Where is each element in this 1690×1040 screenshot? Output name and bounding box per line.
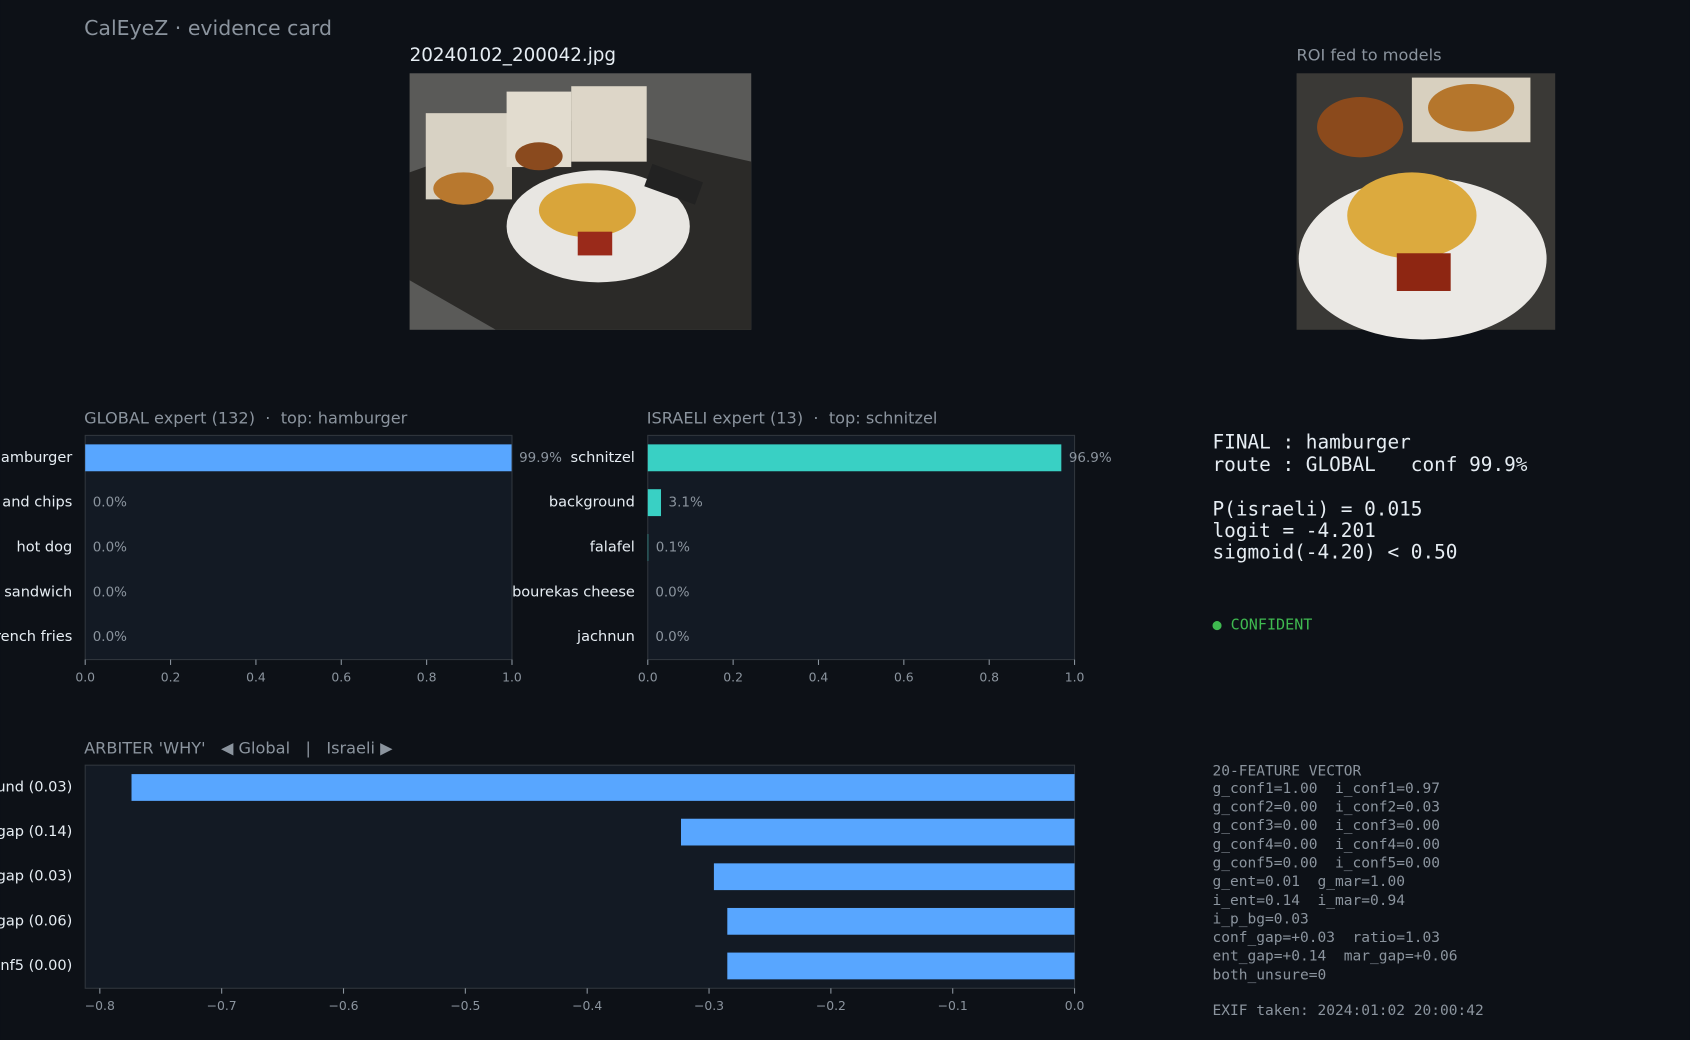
route-label: route : GLOBAL conf 99.9% xyxy=(1213,453,1528,476)
value-label: 0.0% xyxy=(655,584,689,600)
x-tick-label: 0.2 xyxy=(723,669,743,684)
y-tick-label: fish and chips xyxy=(0,495,72,511)
y-tick-label: onf5 (0.00) xyxy=(0,958,72,974)
x-tick-label: −0.7 xyxy=(207,998,237,1013)
feature-line: g_conf4=0.00 i_conf4=0.00 xyxy=(1213,837,1440,853)
chart-title: GLOBAL expert (132) · top: hamburger xyxy=(84,409,408,428)
y-tick-label: falafel xyxy=(590,539,635,555)
bar xyxy=(85,444,512,472)
bar xyxy=(713,863,1075,891)
value-label: 0.0% xyxy=(93,495,127,511)
plot-area xyxy=(647,434,1076,661)
main-photo xyxy=(409,73,752,330)
value-label: 96.9% xyxy=(1069,450,1112,466)
image-caption: 20240102_200042.jpg xyxy=(410,45,616,66)
feature-line: g_conf3=0.00 i_conf3=0.00 xyxy=(1213,818,1440,834)
final-label: FINAL : hamburger xyxy=(1213,430,1411,453)
bar xyxy=(727,907,1075,935)
x-tick-label: −0.2 xyxy=(816,998,846,1013)
x-tick-label: 0.8 xyxy=(417,669,437,684)
exif-label: EXIF taken: 2024:01:02 20:00:42 xyxy=(1213,1003,1484,1019)
page-title: CalEyeZ · evidence card xyxy=(84,16,332,40)
x-tick-label: −0.4 xyxy=(572,998,602,1013)
x-tick-label: 1.0 xyxy=(502,669,522,684)
x-tick-label: 0.2 xyxy=(161,669,181,684)
y-tick-label: background xyxy=(549,495,635,511)
x-tick-label: 0.6 xyxy=(331,669,351,684)
value-label: 99.9% xyxy=(519,450,562,466)
feature-line: i_p_bg=0.03 xyxy=(1213,911,1309,927)
x-tick-label: −0.8 xyxy=(85,998,115,1013)
bar xyxy=(681,818,1075,846)
feature-line: g_conf2=0.00 i_conf2=0.03 xyxy=(1213,800,1440,816)
x-tick-label: 0.0 xyxy=(638,669,658,684)
chart-title: ISRAELI expert (13) · top: schnitzel xyxy=(647,409,938,428)
feature-line: ent_gap=+0.14 mar_gap=+0.06 xyxy=(1213,949,1458,965)
y-tick-label: gap (0.03) xyxy=(0,869,72,885)
x-tick-label: −0.5 xyxy=(450,998,480,1013)
y-tick-label: hot dog xyxy=(17,539,73,555)
x-tick-label: 0.6 xyxy=(894,669,914,684)
feature-line: conf_gap=+0.03 ratio=1.03 xyxy=(1213,930,1440,946)
bar xyxy=(647,489,662,517)
x-tick-label: −0.6 xyxy=(328,998,358,1013)
plot-area xyxy=(84,434,513,661)
feature-line: g_ent=0.01 g_mar=1.00 xyxy=(1213,874,1405,890)
value-label: 0.0% xyxy=(655,629,689,645)
y-tick-label: schnitzel xyxy=(571,450,635,466)
y-tick-label: hamburger xyxy=(0,450,72,466)
value-label: 0.0% xyxy=(93,584,127,600)
feature-title: 20-FEATURE VECTOR xyxy=(1213,764,1362,780)
probability-label: P(israeli) = 0.015 xyxy=(1213,497,1423,520)
x-tick-label: 0.0 xyxy=(1065,998,1085,1013)
feature-line: i_ent=0.14 i_mar=0.94 xyxy=(1213,893,1406,909)
value-label: 3.1% xyxy=(669,495,703,511)
y-tick-label: bourekas cheese xyxy=(512,584,635,600)
chart-title: ARBITER 'WHY' ◀ Global | Israeli ▶ xyxy=(84,739,393,758)
y-tick-label: jachnun xyxy=(576,629,635,645)
x-tick-label: 0.8 xyxy=(979,669,999,684)
y-tick-label: sandwich xyxy=(4,584,72,600)
roi-caption: ROI fed to models xyxy=(1297,46,1442,65)
feature-line: both_unsure=0 xyxy=(1213,967,1327,983)
x-tick-label: −0.3 xyxy=(694,998,724,1013)
value-label: 0.0% xyxy=(93,539,127,555)
y-tick-label: gap (0.06) xyxy=(0,913,72,929)
value-label: 0.1% xyxy=(656,539,690,555)
feature-line: g_conf1=1.00 i_conf1=0.97 xyxy=(1213,781,1440,797)
x-tick-label: 0.4 xyxy=(246,669,266,684)
x-tick-label: 0.4 xyxy=(809,669,829,684)
roi-photo xyxy=(1296,73,1556,340)
bar xyxy=(131,774,1075,801)
value-label: 0.0% xyxy=(93,629,127,645)
y-tick-label: ound (0.03) xyxy=(0,779,72,795)
x-tick-label: 0.0 xyxy=(75,669,95,684)
status-label: ● CONFIDENT xyxy=(1213,616,1313,634)
logit-label: logit = -4.201 xyxy=(1213,519,1376,542)
y-tick-label: gap (0.14) xyxy=(0,824,72,840)
feature-line: g_conf5=0.00 i_conf5=0.00 xyxy=(1213,855,1440,871)
y-tick-label: french fries xyxy=(0,629,72,645)
sigmoid-label: sigmoid(-4.20) < 0.50 xyxy=(1213,540,1458,563)
bar xyxy=(727,952,1075,980)
x-tick-label: −0.1 xyxy=(938,998,968,1013)
bar xyxy=(647,444,1062,472)
x-tick-label: 1.0 xyxy=(1065,669,1085,684)
